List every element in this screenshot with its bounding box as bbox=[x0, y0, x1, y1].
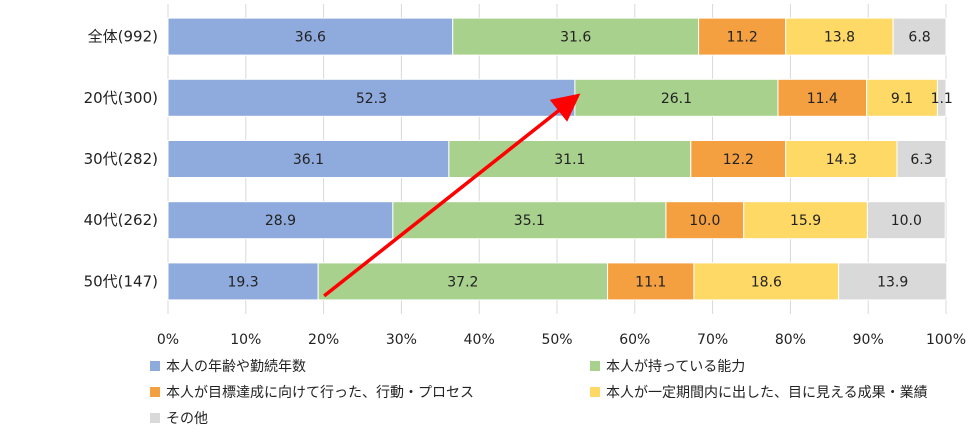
chart-legend: 本人の年齢や勤続年数 本人が持っている能力本人が目標達成に向けて行った、行動・プロ… bbox=[150, 356, 970, 436]
x-tick-label: 50% bbox=[541, 332, 572, 348]
data-label: 13.8 bbox=[824, 30, 855, 46]
legend-swatch bbox=[150, 387, 160, 397]
bar-segment bbox=[448, 140, 692, 178]
data-label: 6.8 bbox=[908, 30, 930, 46]
data-label: 35.1 bbox=[514, 213, 545, 229]
legend-label: 本人の年齢や勤続年数 bbox=[166, 359, 306, 375]
x-tick-label: 10% bbox=[230, 332, 261, 348]
data-label: 9.1 bbox=[891, 91, 913, 107]
x-tick-label: 40% bbox=[464, 332, 495, 348]
legend-swatch bbox=[150, 413, 160, 423]
y-category-label: 20代(300) bbox=[84, 89, 158, 107]
data-label: 10.0 bbox=[891, 213, 922, 229]
legend-label: 本人が目標達成に向けて行った、行動・プロセス bbox=[166, 385, 474, 401]
data-label: 31.6 bbox=[560, 30, 591, 46]
data-label: 31.1 bbox=[554, 152, 585, 168]
data-label: 14.3 bbox=[826, 152, 857, 168]
data-label: 11.1 bbox=[635, 274, 666, 290]
bar-segment bbox=[452, 17, 700, 56]
x-tick-label: 60% bbox=[619, 332, 650, 348]
bar-segment bbox=[866, 78, 938, 117]
x-tick-label: 100% bbox=[926, 332, 966, 348]
bar-segment bbox=[690, 140, 787, 178]
bar-segment bbox=[936, 78, 947, 117]
legend-swatch bbox=[590, 361, 600, 371]
bar-segment bbox=[665, 201, 745, 240]
bar-segment bbox=[785, 17, 894, 56]
legend-swatch bbox=[150, 361, 160, 371]
bar-segment bbox=[866, 201, 946, 240]
data-label: 18.6 bbox=[751, 274, 782, 290]
data-label: 15.9 bbox=[790, 213, 821, 229]
y-category-label: 全体(992) bbox=[88, 28, 158, 46]
data-label: 36.1 bbox=[293, 152, 324, 168]
legend-item: 本人が目標達成に向けて行った、行動・プロセス bbox=[150, 382, 474, 402]
bar-segment bbox=[693, 262, 840, 301]
bar-segment bbox=[892, 17, 947, 56]
x-tick-label: 0% bbox=[157, 332, 179, 348]
data-label: 12.2 bbox=[723, 152, 754, 168]
bar-segment bbox=[574, 78, 779, 117]
data-label: 37.2 bbox=[447, 274, 478, 290]
legend-label: その他 bbox=[166, 411, 208, 427]
data-label: 19.3 bbox=[227, 274, 258, 290]
bar-segment bbox=[167, 262, 319, 301]
legend-item: その他 bbox=[150, 408, 208, 428]
x-tick-label: 30% bbox=[386, 332, 417, 348]
data-label: 28.9 bbox=[265, 213, 296, 229]
x-tick-label: 20% bbox=[308, 332, 339, 348]
legend-item: 本人が一定期間内に出した、目に見える成果・業績 bbox=[590, 382, 928, 402]
bar-segment bbox=[607, 262, 695, 301]
legend-item: 本人が持っている能力 bbox=[590, 356, 745, 376]
data-label: 36.6 bbox=[295, 30, 326, 46]
y-category-label: 50代(147) bbox=[84, 272, 158, 290]
y-category-label: 30代(282) bbox=[84, 150, 158, 168]
bar-segment bbox=[743, 201, 868, 240]
stacked-bar-chart: 36.6 31.6 11.2 13.8 6.8 52.3 26.1 11.4 9.1 1.1 36.… bbox=[84, 4, 966, 348]
data-label: 10.0 bbox=[689, 213, 720, 229]
bar-segment bbox=[896, 140, 947, 178]
bar-segment bbox=[167, 78, 576, 117]
bar-segment bbox=[167, 140, 450, 178]
legend-item: 本人の年齢や勤続年数 bbox=[150, 356, 306, 376]
x-tick-label: 70% bbox=[697, 332, 728, 348]
data-label: 26.1 bbox=[661, 91, 692, 107]
trend-arrow bbox=[323, 93, 581, 298]
data-label: 52.3 bbox=[356, 91, 387, 107]
x-tick-label: 90% bbox=[853, 332, 884, 348]
data-label: 11.4 bbox=[807, 91, 838, 107]
x-tick-label: 80% bbox=[775, 332, 806, 348]
bar-segment bbox=[167, 17, 454, 56]
data-label: 11.2 bbox=[727, 30, 758, 46]
legend-swatch bbox=[590, 387, 600, 397]
legend-label: 本人が一定期間内に出した、目に見える成果・業績 bbox=[606, 385, 928, 401]
data-label: 6.3 bbox=[910, 152, 932, 168]
bar-segment bbox=[838, 262, 948, 301]
data-label: 13.9 bbox=[877, 274, 908, 290]
y-category-label: 40代(262) bbox=[84, 211, 158, 229]
data-label: 1.1 bbox=[931, 91, 953, 107]
legend-label: 本人が持っている能力 bbox=[606, 359, 746, 375]
